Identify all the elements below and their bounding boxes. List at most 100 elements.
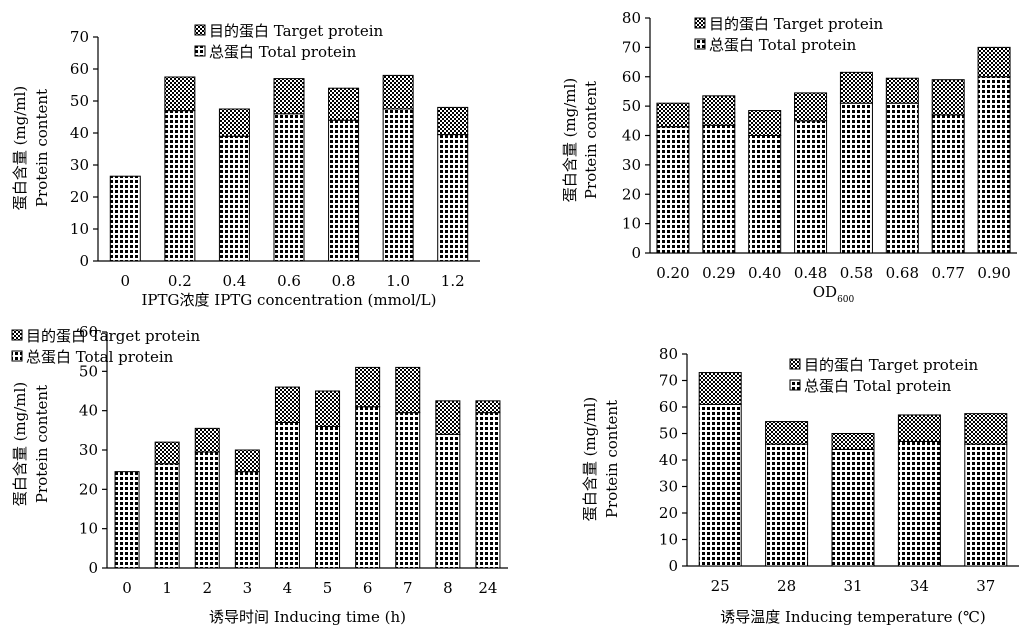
x-tick-label: 0.20 — [656, 264, 689, 282]
bar-total-protein — [355, 406, 381, 569]
x-axis-title: IPTG浓度 IPTG concentration (mmol/L) — [142, 291, 437, 309]
bar-group — [382, 74, 414, 262]
bar-group — [328, 87, 360, 262]
y-tick-label: 0 — [79, 252, 89, 270]
bar-target-protein — [234, 449, 260, 473]
bar-target-protein — [315, 390, 341, 427]
bar-target-protein — [328, 87, 360, 121]
bar-target-protein — [437, 106, 469, 136]
y-tick-label: 40 — [622, 127, 641, 145]
bar-group — [794, 92, 828, 254]
legend-swatch-target — [694, 17, 706, 29]
bar-total-protein — [702, 124, 736, 254]
bar-group — [435, 400, 461, 569]
bar-group — [931, 79, 965, 254]
bar-total-protein — [748, 135, 782, 254]
y-tick-label: 70 — [622, 38, 641, 56]
x-tick-label: 5 — [323, 579, 333, 597]
y-axis-title-cn: 蛋白含量 (mg/ml) — [11, 382, 29, 506]
y-tick-label: 50 — [79, 362, 98, 380]
bar-total-protein — [164, 110, 196, 262]
y-tick-label: 10 — [659, 531, 678, 549]
y-axis-title-en: Protein content — [582, 81, 600, 199]
x-axis-title: 诱导温度 Inducing temperature (℃) — [720, 608, 986, 626]
bar-group — [234, 449, 260, 569]
x-axis-title-subscript: 600 — [837, 295, 854, 305]
bar-group — [114, 471, 140, 569]
y-axis-title-cn: 蛋白含量 (mg/ml) — [11, 86, 29, 210]
y-tick-label: 30 — [659, 478, 678, 496]
bar-target-protein — [274, 386, 300, 423]
bar-total-protein — [114, 471, 140, 569]
x-tick-label: 6 — [363, 579, 373, 597]
legend-label-total: 总蛋白 Total protein — [804, 377, 952, 395]
bar-group — [977, 46, 1011, 254]
legend-swatch-total — [11, 350, 23, 362]
x-tick-label: 31 — [843, 577, 862, 595]
bar-target-protein — [885, 77, 919, 104]
bar-total-protein — [218, 135, 250, 262]
bar-group — [839, 71, 873, 254]
y-tick-label: 60 — [659, 398, 678, 416]
y-tick-label: 0 — [631, 244, 641, 262]
x-tick-label: 0.6 — [277, 272, 301, 290]
bar-group — [698, 372, 742, 567]
x-tick-label: 37 — [976, 577, 995, 595]
bar-total-protein — [698, 403, 742, 567]
bar-target-protein — [964, 413, 1008, 445]
x-tick-label: 8 — [443, 579, 453, 597]
bar-target-protein — [977, 46, 1011, 78]
bar-total-protein — [109, 175, 141, 262]
y-tick-label: 60 — [79, 323, 98, 341]
x-tick-label: 1 — [162, 579, 172, 597]
y-tick-label: 10 — [70, 220, 89, 238]
bar-total-protein — [395, 412, 421, 569]
legend-swatch-total — [694, 38, 706, 50]
x-tick-label: 25 — [711, 577, 730, 595]
y-axis-title-cn: 蛋白含量 (mg/ml) — [581, 397, 599, 521]
chart-inducing-time: 0 10 20 30 40 50 60 0 1 2 3 4 5 6 7 8 24 诱导时间 Inducing ti… — [11, 323, 508, 626]
y-tick-label: 50 — [70, 92, 89, 110]
legend-label-total: 总蛋白 Total protein — [709, 36, 857, 54]
legend: 目的蛋白 Target protein 总蛋白 Total protein — [194, 22, 384, 61]
bar-group — [164, 76, 196, 262]
bar-group — [702, 95, 736, 254]
legend: 目的蛋白 Target protein 总蛋白 Total protein — [694, 15, 884, 54]
y-tick-label: 0 — [88, 559, 98, 577]
x-tick-label: 0.58 — [840, 264, 873, 282]
bar-target-protein — [435, 400, 461, 435]
x-tick-label: 34 — [910, 577, 929, 595]
y-tick-label: 80 — [622, 9, 641, 27]
bar-target-protein — [794, 92, 828, 122]
bar-target-protein — [194, 427, 220, 453]
bar-total-protein — [435, 433, 461, 569]
bar-target-protein — [897, 414, 941, 442]
x-tick-label: 28 — [777, 577, 796, 595]
bar-total-protein — [273, 113, 305, 262]
bar-total-protein — [931, 114, 965, 254]
y-axis-title-en: Protein content — [33, 385, 51, 503]
chart-inducing-temperature: 0 10 20 30 40 50 60 70 80 25 28 31 34 37 诱导温度 Inducing… — [581, 345, 1019, 626]
bar-target-protein — [164, 76, 196, 112]
bar-total-protein — [885, 102, 919, 254]
y-tick-label: 40 — [70, 124, 89, 142]
x-tick-label: 3 — [243, 579, 253, 597]
bar-group — [273, 78, 305, 262]
legend-swatch-target — [789, 358, 801, 370]
x-tick-label: 1.2 — [441, 272, 465, 290]
legend-swatch-target — [11, 329, 23, 341]
bar-group — [897, 414, 941, 567]
x-tick-label: 0.90 — [977, 264, 1010, 282]
bar-total-protein — [656, 126, 690, 254]
bar-total-protein — [839, 102, 873, 254]
legend: 目的蛋白 Target protein 总蛋白 Total protein — [11, 327, 201, 366]
bar-target-protein — [475, 400, 501, 414]
x-tick-label: 4 — [283, 579, 293, 597]
bar-total-protein — [274, 421, 300, 569]
bar-target-protein — [702, 95, 736, 126]
bar-target-protein — [395, 366, 421, 414]
x-tick-label: 0.68 — [886, 264, 919, 282]
bar-group — [831, 433, 875, 567]
bar-total-protein — [328, 119, 360, 262]
bar-total-protein — [194, 451, 220, 569]
